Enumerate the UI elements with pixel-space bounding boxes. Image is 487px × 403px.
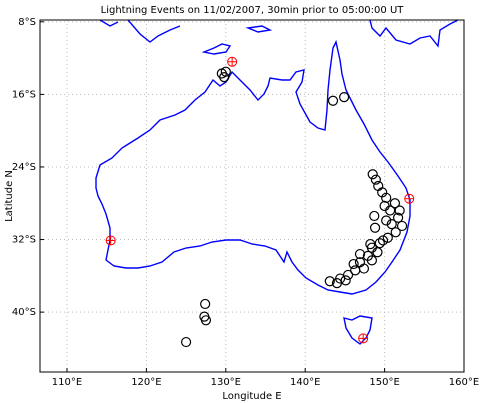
lightning-event bbox=[367, 169, 378, 180]
x-tick-label: 140°E bbox=[290, 377, 320, 388]
axes-frame bbox=[39, 19, 465, 373]
lightning-event bbox=[385, 205, 396, 216]
station-cross bbox=[106, 235, 116, 245]
y-tick-label: 40°S bbox=[12, 307, 36, 318]
lightning-event bbox=[372, 247, 383, 258]
y-tick-label: 24°S bbox=[12, 162, 36, 173]
islands-coast bbox=[99, 20, 273, 55]
station-cross bbox=[404, 194, 414, 204]
lightning-event bbox=[374, 238, 385, 249]
lightning-event bbox=[386, 219, 397, 230]
station-marker bbox=[105, 235, 116, 246]
lightning-event bbox=[369, 210, 380, 222]
x-tick-label: 150°E bbox=[369, 377, 399, 388]
lightning-event bbox=[327, 95, 339, 106]
new-guinea-coast bbox=[369, 20, 459, 48]
lightning-event bbox=[324, 276, 335, 287]
station-marker bbox=[227, 56, 238, 67]
lightning-event bbox=[180, 336, 192, 348]
lightning-event bbox=[200, 315, 212, 326]
lightning-event bbox=[348, 258, 359, 270]
x-tick-label: 160°E bbox=[449, 377, 479, 388]
station-marker bbox=[404, 193, 415, 204]
lightning-event bbox=[377, 235, 389, 246]
lightning-event bbox=[370, 174, 381, 185]
y-tick-label: 8°S bbox=[18, 17, 36, 28]
australia-coast bbox=[95, 39, 411, 295]
lightning-event bbox=[340, 275, 351, 286]
lightning-event bbox=[389, 198, 401, 209]
y-tick-label: 32°S bbox=[12, 235, 36, 246]
station-cross bbox=[358, 333, 368, 343]
lightning-event bbox=[381, 192, 392, 203]
events bbox=[105, 56, 415, 348]
y-axis-label: Latitude N bbox=[4, 170, 15, 222]
lightning-event bbox=[396, 220, 408, 232]
x-tick-label: 120°E bbox=[131, 377, 161, 388]
tasmania-coast bbox=[343, 315, 373, 345]
chart-title: Lightning Events on 11/02/2007, 30min pr… bbox=[101, 5, 405, 16]
station-marker bbox=[358, 333, 369, 344]
station-cross bbox=[227, 57, 237, 67]
lightning-event bbox=[366, 255, 377, 266]
y-tick-label: 16°S bbox=[12, 89, 36, 100]
lightning-event bbox=[365, 238, 376, 250]
lightning-event bbox=[381, 215, 392, 226]
lightning-event bbox=[390, 227, 401, 238]
x-tick-label: 110°E bbox=[52, 377, 82, 388]
lightning-event bbox=[392, 212, 404, 223]
x-tick-label: 130°E bbox=[211, 377, 241, 388]
lightning-event bbox=[354, 248, 366, 260]
lightning-event bbox=[200, 298, 211, 310]
lightning-event bbox=[220, 66, 231, 77]
x-axis-label: Longitude E bbox=[222, 391, 281, 402]
lightning-event bbox=[369, 222, 381, 233]
lightning-event bbox=[350, 265, 361, 276]
ticks: 110°E 120°E 130°E 140°E 150°E 160°E 8°S 16°S 24°… bbox=[12, 17, 479, 388]
coastlines bbox=[95, 20, 459, 345]
lightning-event bbox=[219, 72, 230, 83]
lightning-event bbox=[339, 92, 350, 103]
